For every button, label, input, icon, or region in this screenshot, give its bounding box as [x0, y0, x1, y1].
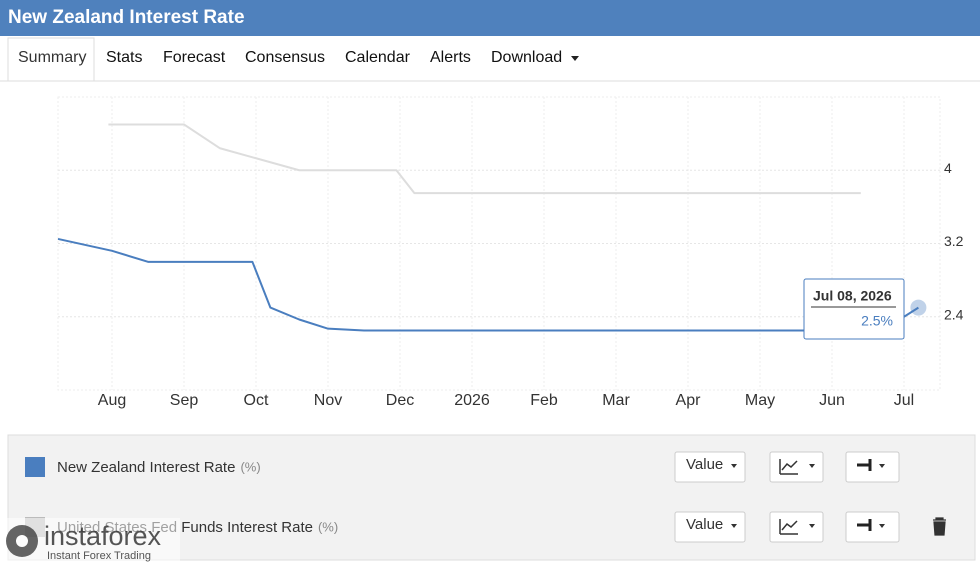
legend-unit: (%) — [318, 519, 338, 534]
x-tick-label: Dec — [386, 392, 414, 409]
dropdown-caret[interactable] — [571, 56, 579, 61]
x-tick-label: Jun — [819, 392, 845, 409]
series-line — [108, 123, 861, 195]
header-bar — [0, 0, 980, 36]
axis-button[interactable] — [845, 451, 900, 483]
x-tick-label: Oct — [244, 392, 269, 409]
tooltip-value: 2.5% — [861, 313, 893, 329]
x-tick-label: Mar — [602, 392, 630, 409]
line-icon — [779, 459, 798, 475]
series-line — [57, 237, 919, 332]
tooltip-date: Jul 08, 2026 — [813, 288, 892, 304]
page-title: New Zealand Interest Rate — [8, 7, 245, 28]
legend-label: New Zealand Interest Rate — [57, 459, 235, 476]
tab-active — [7, 37, 95, 82]
caret — [731, 464, 737, 468]
tab[interactable]: Alerts — [430, 49, 471, 66]
tab[interactable]: Stats — [106, 49, 142, 66]
tab[interactable]: Consensus — [245, 49, 325, 66]
axis-icon — [857, 519, 872, 531]
caret — [809, 464, 815, 468]
tabs: Summary Stats Forecast Consensus Calendar Ale… — [7, 37, 579, 82]
tab[interactable]: Calendar — [345, 49, 411, 66]
chart-type-button[interactable] — [769, 451, 824, 483]
y-tick-label: 4 — [944, 160, 952, 176]
plot: Aug Sep Oct Nov Dec 2026 Feb Mar Apr May Jun Jul 2.4… — [57, 97, 964, 409]
value-button-label[interactable]: Value — [686, 456, 723, 473]
tab-bar — [0, 36, 980, 81]
legend-swatch[interactable] — [25, 457, 45, 477]
caret — [879, 464, 885, 468]
caret — [731, 524, 737, 528]
x-tick-label: Jul — [894, 392, 914, 409]
watermark-brand: instaforex — [44, 521, 162, 551]
value-button[interactable] — [674, 511, 746, 543]
tooltip-marker — [910, 299, 927, 316]
watermark: instaforex Instant Forex Trading — [0, 518, 180, 565]
watermark-tagline: Instant Forex Trading — [47, 550, 151, 562]
watermark-icon-hole — [16, 535, 28, 547]
tab[interactable]: Summary — [18, 49, 86, 66]
y-tick-label: 2.4 — [944, 306, 964, 322]
x-tick-label: Apr — [676, 392, 702, 409]
tab[interactable]: Download — [491, 49, 562, 66]
x-tick-label: Aug — [98, 392, 126, 409]
line-icon — [779, 519, 798, 535]
caret — [809, 524, 815, 528]
delete-icon[interactable] — [933, 517, 946, 536]
caret — [879, 524, 885, 528]
tooltip-box — [803, 278, 905, 340]
value-button-label[interactable]: Value — [686, 516, 723, 533]
x-tick-label: Nov — [314, 392, 342, 409]
axis-button[interactable] — [845, 511, 900, 543]
value-button[interactable] — [674, 451, 746, 483]
x-tick-label: May — [745, 392, 775, 409]
x-tick-label: Sep — [170, 392, 199, 409]
x-tick-label: Feb — [530, 392, 558, 409]
chart-type-button[interactable] — [769, 511, 824, 543]
axis-icon — [857, 459, 872, 471]
x-tick-label: 2026 — [454, 392, 490, 409]
y-tick-label: 3.2 — [944, 233, 964, 249]
tab[interactable]: Forecast — [163, 49, 226, 66]
legend-unit: (%) — [240, 459, 260, 474]
